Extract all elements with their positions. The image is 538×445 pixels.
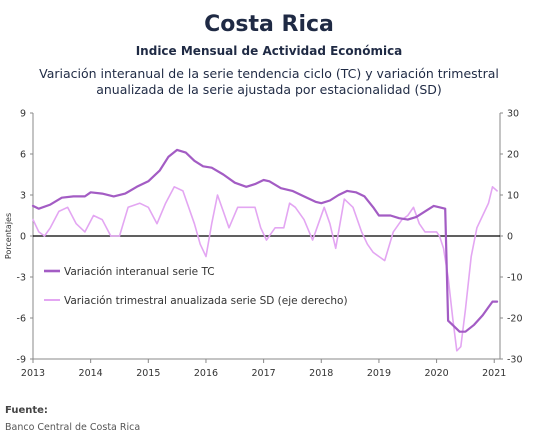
y-axis-label: Porcentajes — [4, 213, 13, 259]
source-text: Banco Central de Costa Rica — [5, 422, 141, 433]
description-line-1: Variación interanual de la serie tendenc… — [39, 66, 499, 81]
x-tick-label: 2020 — [424, 368, 448, 379]
chart-description: Variación interanual de la serie tendenc… — [0, 66, 538, 98]
y-left-tick-label: 6 — [20, 150, 26, 161]
y-right-tick-label: -20 — [507, 314, 523, 325]
x-tick-label: 2013 — [21, 368, 45, 379]
y-left-tick-label: -6 — [17, 314, 26, 325]
series-line-sd — [32, 186, 498, 352]
y-left-tick-label: 3 — [20, 191, 26, 202]
chart-legend: Variación interanual serie TC Variación t… — [44, 266, 348, 307]
legend-label: Variación trimestral anualizada serie SD… — [64, 295, 348, 307]
y-right-tick-label: 30 — [507, 109, 519, 120]
chart-title: Costa Rica — [204, 12, 334, 37]
y-left-tick-label: -3 — [17, 273, 26, 284]
x-tick-label: 2021 — [482, 368, 506, 379]
chart-series — [31, 148, 499, 352]
series-line-tc — [31, 148, 499, 333]
x-tick-label: 2015 — [136, 368, 160, 379]
y-right-tick-label: 20 — [507, 150, 519, 161]
x-tick-label: 2017 — [252, 368, 276, 379]
x-tick-label: 2014 — [79, 368, 103, 379]
chart-subtitle: Indice Mensual de Actividad Económica — [135, 44, 403, 58]
y-right-tick-label: 0 — [507, 232, 513, 243]
legend-label: Variación interanual serie TC — [64, 266, 215, 278]
x-tick-label: 2019 — [367, 368, 391, 379]
x-tick-label: 2018 — [309, 368, 333, 379]
y-left-tick-label: 9 — [20, 109, 26, 120]
y-right-tick-label: -10 — [507, 273, 523, 284]
y-left-tick-label: 0 — [20, 232, 26, 243]
y-right-tick-label: -30 — [507, 355, 523, 366]
y-left-tick-label: -9 — [17, 355, 26, 366]
source-label: Fuente: — [5, 405, 48, 416]
description-line-2: anualizada de la serie ajustada por esta… — [96, 82, 442, 97]
y-right-tick-label: 10 — [507, 191, 519, 202]
x-tick-label: 2016 — [194, 368, 218, 379]
